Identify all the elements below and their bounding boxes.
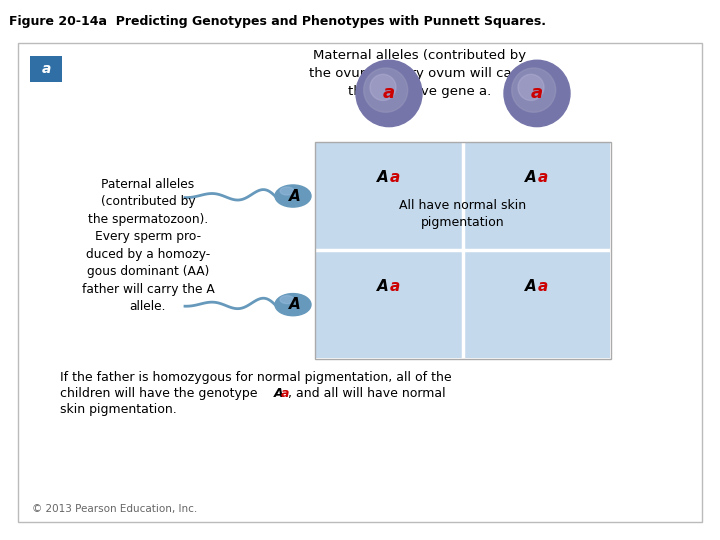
- Text: Figure 20-14a  Predicting Genotypes and Phenotypes with Punnett Squares.: Figure 20-14a Predicting Genotypes and P…: [9, 15, 546, 28]
- Text: All have normal skin
pigmentation: All have normal skin pigmentation: [400, 199, 526, 229]
- Bar: [315, 141, 611, 359]
- Text: A: A: [289, 297, 301, 312]
- Text: A: A: [377, 171, 389, 185]
- Text: a: a: [383, 84, 395, 103]
- Circle shape: [518, 75, 544, 100]
- Circle shape: [512, 68, 556, 112]
- Bar: [464, 251, 610, 358]
- Ellipse shape: [280, 295, 294, 303]
- Text: A: A: [526, 279, 537, 294]
- Text: a: a: [538, 279, 548, 294]
- Text: Maternal alleles (contributed by
the ovum). Every ovum will carry
the recessive : Maternal alleles (contributed by the ovu…: [310, 49, 531, 98]
- Text: a: a: [538, 171, 548, 185]
- Text: a: a: [390, 171, 400, 185]
- Ellipse shape: [280, 187, 294, 195]
- Text: A: A: [377, 279, 389, 294]
- Circle shape: [504, 60, 570, 126]
- Text: A: A: [289, 188, 301, 204]
- Text: If the father is homozygous for normal pigmentation, all of the: If the father is homozygous for normal p…: [60, 371, 451, 384]
- Ellipse shape: [275, 185, 311, 207]
- Text: a: a: [281, 387, 289, 400]
- Circle shape: [356, 60, 422, 126]
- Text: a: a: [390, 279, 400, 294]
- Bar: [30, 56, 62, 83]
- Circle shape: [370, 75, 396, 100]
- Text: © 2013 Pearson Education, Inc.: © 2013 Pearson Education, Inc.: [32, 504, 197, 514]
- Text: A: A: [274, 387, 284, 400]
- Bar: [464, 143, 610, 249]
- Text: Paternal alleles
(contributed by
the spermatozoon).
Every sperm pro-
duced by a : Paternal alleles (contributed by the spe…: [81, 178, 215, 313]
- Text: , and all will have normal: , and all will have normal: [288, 387, 446, 400]
- Text: a: a: [41, 62, 50, 76]
- Bar: [316, 251, 462, 358]
- Circle shape: [364, 68, 408, 112]
- Text: skin pigmentation.: skin pigmentation.: [60, 403, 176, 416]
- Bar: [316, 143, 462, 249]
- Text: a: a: [531, 84, 543, 103]
- Text: A: A: [526, 171, 537, 185]
- Text: children will have the genotype: children will have the genotype: [60, 387, 261, 400]
- Ellipse shape: [275, 294, 311, 316]
